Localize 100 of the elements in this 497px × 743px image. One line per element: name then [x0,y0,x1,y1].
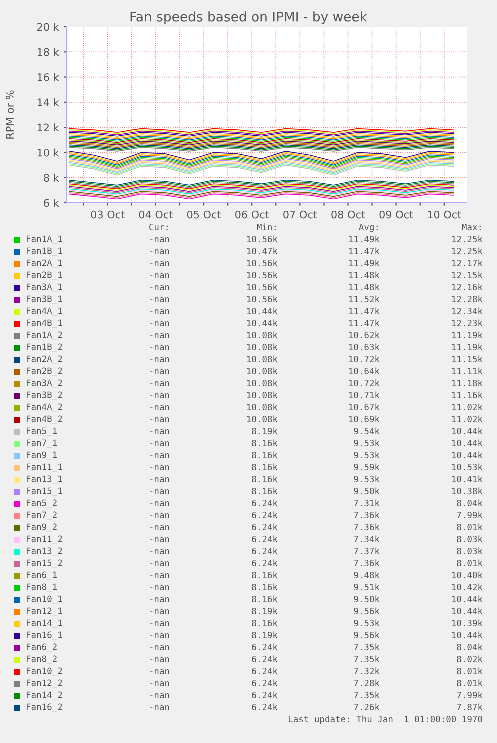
text: 11.16k [452,392,483,399]
y-tick-label: 6 k [44,199,60,208]
text: 10.08k [247,380,278,387]
legend-label: Fan9_1 [26,452,58,460]
text: 10.62k [349,332,380,339]
text: 9.50k [354,596,380,603]
text: -nan [150,238,170,243]
legend-label: Fan12_1 [26,608,62,616]
text: -nan [150,622,170,627]
text: -nan [150,406,170,411]
text: Cur: [150,224,168,231]
legend-label: Fan2A_1 [26,260,62,268]
text: 7.87k [457,704,483,711]
text: 9.50k [354,488,380,495]
legend-label: Fan16_1 [26,632,62,640]
legend-label: Fan2B_2 [26,368,62,376]
legend-label: Fan7_1 [26,440,58,448]
text: 11.19k [452,332,483,339]
text: 9.53k [354,476,380,483]
text: 10.64k [349,368,380,375]
text: 10.38k [452,488,483,495]
text: 7.28k [354,680,380,687]
text: 9.53k [354,620,380,627]
text: 8.04k [457,500,483,507]
legend-label: Fan4A_2 [26,404,62,412]
text: -nan [150,358,170,363]
text: -nan [150,646,170,651]
text: 10.53k [452,464,483,471]
text: 12.17k [452,260,483,266]
text: 7.35k [354,656,380,663]
text: 7.99k [457,512,483,519]
text: -nan [150,382,170,387]
text: 8.16k [252,596,278,603]
legend-label: Fan8_2 [26,656,57,664]
text: 7.32k [354,668,380,675]
legend-label: Fan6_2 [26,644,57,652]
text: 8.01k [457,524,483,531]
text: 11.47k [349,248,380,254]
x-tick-label: 05 Oct [187,210,222,219]
text: 11.47k [349,320,380,326]
y-tick-label: 10 k [38,148,60,157]
text: -nan [150,466,170,471]
text: 6.24k [252,548,278,555]
text: 7.37k [354,548,380,555]
text: 6.24k [252,500,278,507]
text: -nan [150,370,170,375]
text: 11.49k [349,236,380,243]
text: 7.35k [354,692,380,699]
legend-label: Fan2B_1 [26,272,62,280]
text: 11.02k [452,416,483,423]
text: 12.28k [452,296,483,303]
legend-label: Fan3A_2 [26,380,62,388]
text: 10.42k [452,584,483,591]
text: 9.53k [354,452,380,459]
legend-label: Fan2A_2 [26,356,62,364]
text: -nan [150,310,170,315]
text: 6.24k [252,524,278,531]
text: 12.16k [452,284,483,291]
text: 7.26k [354,704,380,711]
text: 11.18k [452,380,483,387]
legend-label: Fan3A_1 [26,284,62,292]
legend-label: Fan1A_2 [26,332,62,340]
text: 10.40k [452,572,483,579]
text: 10.44k [452,608,483,615]
text: 10.44k [452,452,483,459]
text: 8.16k [252,572,278,579]
chart-title: Fan speeds based on IPMI - by week [130,12,368,24]
x-tick-label: 06 Oct [235,210,270,219]
text: 8.01k [457,668,483,675]
text: -nan [150,574,170,579]
text: -nan [150,322,170,327]
text: 9.56k [354,608,380,615]
text: 11.48k [349,284,380,291]
y-tick-label: 12 k [38,124,60,132]
text: 12.25k [452,248,483,255]
legend-label: Fan7_2 [26,512,57,520]
text: 8.16k [252,584,278,591]
text: 8.16k [252,620,278,627]
legend-label: Fan9_2 [26,524,57,532]
text: 6.24k [252,644,278,651]
legend-label: Fan4B_2 [26,416,62,424]
x-tick-label: 09 Oct [380,210,414,219]
text: -nan [150,274,170,279]
text: 10.44k [452,428,483,435]
text: 6.24k [252,704,278,711]
legend-label: Fan1B_2 [26,344,62,352]
text: -nan [150,454,170,459]
text: 10.44k [247,308,278,315]
text: 8.01k [457,560,483,567]
legend-label: Fan10_1 [26,596,62,604]
text: 10.44k [452,632,483,639]
text: 10.69k [349,416,380,423]
legend-label: Fan1B_1 [26,248,62,256]
legend-label: Fan3B_1 [26,296,62,304]
text: 10.72k [349,356,380,363]
text: -nan [150,682,170,687]
text: 7.36k [354,512,380,519]
legend-label: Fan16_2 [26,704,62,712]
text: 10.08k [247,368,278,375]
text: -nan [150,598,170,603]
